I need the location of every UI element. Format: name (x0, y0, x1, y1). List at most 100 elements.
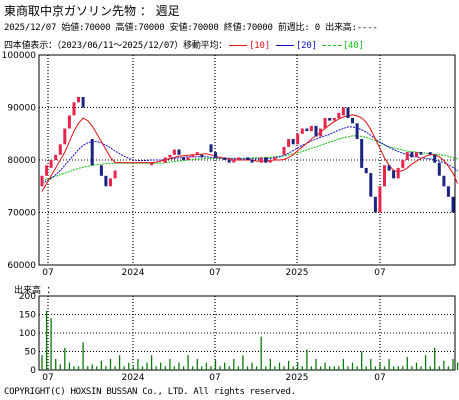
candle-up (236, 157, 240, 160)
candle-down (360, 139, 364, 168)
candle-down (264, 157, 268, 163)
candle-up (296, 133, 300, 145)
candle-up (341, 107, 345, 116)
legend-ma10-swatch (229, 45, 248, 46)
ma10-path (41, 114, 459, 192)
candle-down (314, 125, 318, 137)
candle-down (305, 128, 309, 132)
volume-xtick-label: 2024 (122, 373, 145, 383)
price-xtick-label: 07 (42, 268, 53, 278)
volume-ytick-label: 100 (19, 329, 36, 339)
candle-down (387, 165, 391, 171)
candle-down (364, 167, 368, 174)
candle-up (168, 154, 172, 158)
candle-down (223, 157, 227, 160)
price-ytick-label: 90000 (7, 104, 36, 114)
legend-prefix: 四本値表示：（2023/06/11～2025/12/07）移動平均： (4, 41, 228, 51)
candles (40, 97, 455, 213)
candle-up (49, 160, 53, 168)
legend-ma40-label: [40] (342, 41, 364, 51)
legend-ma10-label: [10] (249, 41, 270, 51)
candle-up (337, 112, 341, 119)
price-xtick-label: 2025 (286, 268, 309, 278)
volume-xtick-label: 07 (209, 373, 220, 383)
candle-down (81, 97, 85, 108)
chart-title: 東商取中京ガソリン先物 ： 週足 (4, 4, 180, 18)
candle-down (369, 173, 373, 197)
candle-up (113, 170, 117, 179)
candle-up (319, 128, 323, 137)
candle-up (77, 97, 80, 103)
legend-ma40-swatch (322, 45, 341, 46)
candle-up (232, 160, 236, 163)
ma20-line (41, 126, 458, 185)
volume-ytick-label: 0 (30, 366, 36, 376)
candle-up (268, 160, 272, 163)
volume-title: 出来高 ： (14, 286, 56, 296)
price-chart-grid (39, 55, 455, 265)
candle-up (163, 157, 167, 163)
candle-up (58, 144, 62, 155)
candle-down (90, 139, 94, 166)
candle-up (396, 167, 400, 179)
candle-up (40, 175, 44, 187)
ma20-path (41, 126, 458, 185)
legend-row: 四本値表示：（2023/06/11～2025/12/07）移動平均： [10] [2… (4, 38, 364, 51)
candle-up (309, 125, 313, 132)
price-xtick-label: 07 (374, 268, 385, 278)
candle-down (410, 152, 414, 158)
candle-down (209, 144, 213, 153)
candle-down (246, 157, 249, 160)
candle-down (433, 154, 437, 163)
candle-down (392, 170, 396, 179)
candle-up (401, 160, 405, 168)
copyright-text: COPYRIGHT(C) HOXSIN BUSSAN Co., LTD. All… (4, 387, 296, 397)
candle-up (259, 157, 263, 163)
price-xtick-label: 2024 (122, 268, 145, 278)
candle-up (415, 152, 418, 158)
candle-up (172, 149, 176, 155)
volume-xtick-label: 07 (374, 373, 385, 383)
candle-up (323, 118, 327, 129)
candle-down (437, 162, 441, 176)
candle-down (328, 118, 332, 121)
candle-down (351, 118, 354, 124)
candle-down (227, 160, 231, 163)
volume-chart-grid (39, 296, 455, 370)
candle-down (419, 152, 423, 155)
legend-ma20-swatch (275, 45, 294, 46)
candle-up (54, 154, 58, 161)
candle-up (405, 152, 409, 160)
volume-x-axis: 07 2024 07 2025 07 (42, 373, 385, 383)
candle-up (109, 178, 112, 187)
candle-down (214, 152, 217, 158)
candle-down (428, 152, 432, 155)
candle-up (383, 165, 386, 187)
candle-up (150, 162, 154, 166)
candle-down (200, 154, 204, 158)
candle-up (332, 118, 336, 121)
candle-up (191, 154, 195, 158)
candle-up (63, 128, 67, 145)
candle-down (442, 175, 446, 187)
volume-xtick-label: 2025 (286, 373, 309, 383)
candle-up (186, 157, 190, 160)
candle-down (373, 196, 377, 213)
candle-down (291, 139, 295, 145)
volume-ytick-label: 50 (25, 348, 37, 358)
ma10-line (41, 114, 459, 192)
candle-down (250, 160, 254, 163)
candle-up (45, 165, 49, 176)
candle-up (195, 152, 199, 155)
candle-down (355, 123, 359, 140)
price-ytick-label: 70000 (7, 209, 36, 219)
candle-up (282, 146, 286, 155)
volume-xtick-label: 07 (42, 373, 53, 383)
candle-down (346, 107, 350, 118)
candle-up (273, 157, 277, 160)
volume-bars (41, 310, 459, 370)
candle-up (287, 139, 291, 147)
candle-down (177, 149, 181, 155)
candle-up (378, 186, 382, 213)
